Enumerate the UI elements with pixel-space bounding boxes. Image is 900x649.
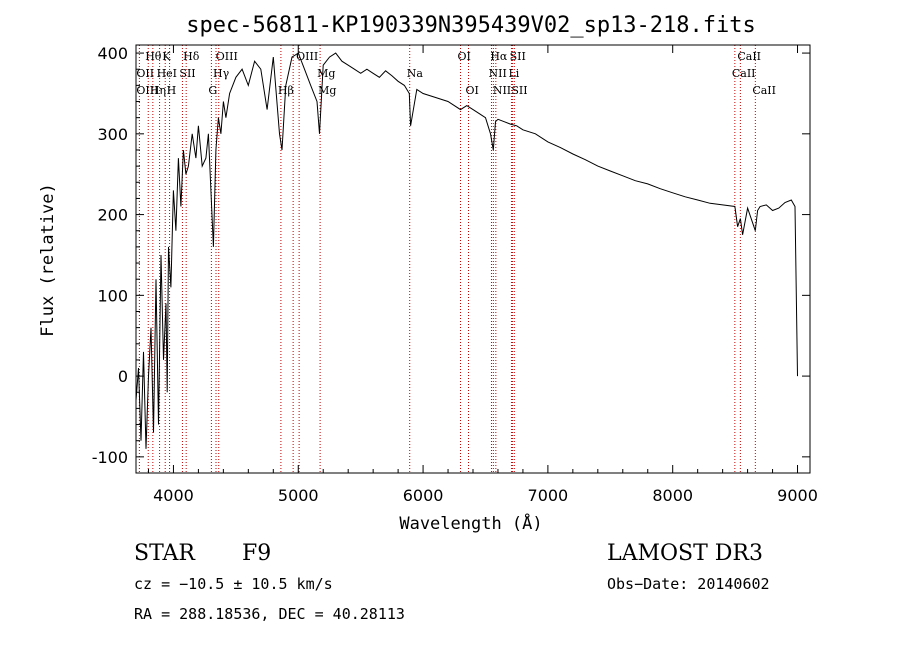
line-label: OIII xyxy=(296,50,318,63)
line-label: Mg xyxy=(317,67,335,80)
line-label: Hα xyxy=(490,50,508,63)
redshift-text: cz = −10.5 ± 10.5 km/s xyxy=(134,575,333,593)
line-label: Hγ xyxy=(213,67,230,80)
chart-title: spec-56811-KP190339N395439V02_sp13-218.f… xyxy=(186,13,756,38)
y-tick-label: 200 xyxy=(97,206,128,225)
radec-text: RA = 288.18536, DEC = 40.28113 xyxy=(134,605,405,623)
line-label: SII xyxy=(179,67,195,80)
line-label: CaII xyxy=(737,50,761,63)
line-label: Hη xyxy=(150,84,166,97)
line-label: OIII xyxy=(216,50,238,63)
line-label: K xyxy=(162,50,171,63)
y-tick-label: 0 xyxy=(118,367,128,386)
line-label: NII xyxy=(488,67,506,80)
x-tick-label: 5000 xyxy=(278,486,319,505)
line-label: SII xyxy=(510,50,526,63)
line-label: Hδ xyxy=(183,50,200,63)
y-tick-label: 400 xyxy=(97,44,128,63)
y-tick-label: 100 xyxy=(97,286,128,305)
x-tick-label: 9000 xyxy=(777,486,818,505)
x-axis-ticks: 4000 5000 6000 7000 8000 9000 xyxy=(147,45,818,505)
line-label: Hθ xyxy=(145,50,162,63)
line-label: Li xyxy=(508,67,519,80)
line-label: NII xyxy=(493,84,511,97)
x-tick-label: 7000 xyxy=(528,486,569,505)
line-label: Na xyxy=(407,67,424,80)
obs-date-text: Obs−Date: 20140602 xyxy=(607,575,770,593)
line-label: Mg xyxy=(318,84,336,97)
line-label: HeI xyxy=(157,67,177,80)
y-tick-label: 300 xyxy=(97,125,128,144)
line-label: CaII xyxy=(732,67,756,80)
x-tick-label: 6000 xyxy=(403,486,444,505)
object-subclass: F9 xyxy=(242,541,271,566)
line-label: OI xyxy=(458,50,471,63)
line-label: H xyxy=(167,84,177,97)
line-label: OII xyxy=(136,67,154,80)
spectrum-line xyxy=(135,52,798,449)
line-label: OI xyxy=(466,84,479,97)
emission-line-markers xyxy=(138,45,756,473)
line-label: CaII xyxy=(752,84,776,97)
x-axis-label: Wavelength (Å) xyxy=(399,512,542,534)
y-tick-label: -100 xyxy=(92,448,128,467)
object-class: STAR xyxy=(134,541,196,566)
x-tick-label: 8000 xyxy=(652,486,693,505)
line-label: SII xyxy=(511,84,527,97)
x-tick-label: 4000 xyxy=(153,486,194,505)
survey-name: LAMOST DR3 xyxy=(607,541,763,566)
line-label: OIII xyxy=(136,84,158,97)
y-axis-ticks: -100 0 100 200 300 400 xyxy=(92,44,810,467)
line-label: G xyxy=(208,84,217,97)
y-axis-label: Flux (relative) xyxy=(38,183,58,337)
